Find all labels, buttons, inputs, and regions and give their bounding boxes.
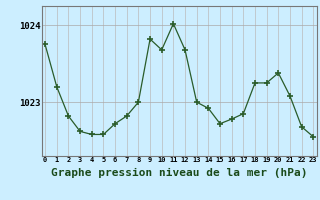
- X-axis label: Graphe pression niveau de la mer (hPa): Graphe pression niveau de la mer (hPa): [51, 168, 308, 178]
